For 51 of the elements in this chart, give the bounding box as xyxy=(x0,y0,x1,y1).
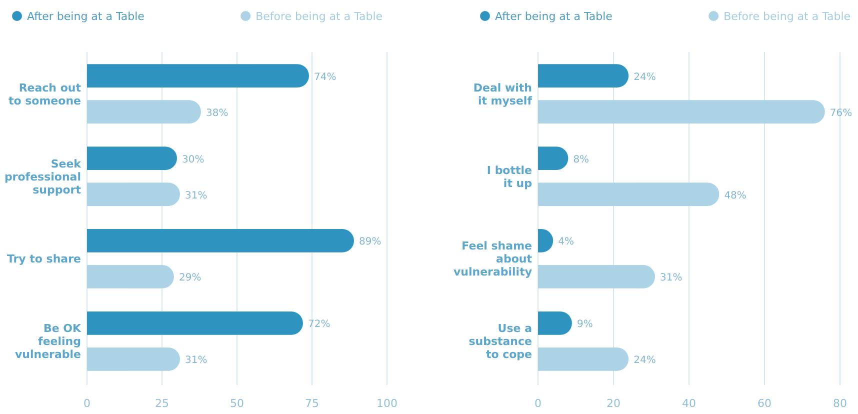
data-label: 89% xyxy=(359,236,382,248)
bar xyxy=(538,100,825,124)
data-label: 24% xyxy=(634,72,656,83)
legend-label: After being at a Table xyxy=(495,10,613,23)
data-label: 48% xyxy=(724,190,746,202)
y-tick-label: I bottle it up xyxy=(486,164,532,190)
bar xyxy=(538,265,655,288)
y-tick-label: Be OK feeling vulnerable xyxy=(14,322,82,362)
data-label: 76% xyxy=(830,108,852,119)
data-label: 72% xyxy=(308,319,330,330)
bar xyxy=(538,347,629,371)
bar xyxy=(87,64,309,88)
data-label: 31% xyxy=(660,272,682,284)
x-tick-label: 25 xyxy=(155,397,169,410)
x-tick-label: 100 xyxy=(376,397,398,410)
data-label: 24% xyxy=(634,355,656,366)
y-tick-label: Deal with it myself xyxy=(473,81,532,108)
data-label: 31% xyxy=(185,190,208,202)
bar xyxy=(87,312,303,335)
bar xyxy=(87,146,177,170)
data-label: 29% xyxy=(179,272,202,284)
data-label: 30% xyxy=(182,154,204,166)
x-tick-label: 20 xyxy=(606,397,620,410)
legend-label: Before being at a Table xyxy=(724,10,851,23)
bar xyxy=(87,100,201,124)
y-tick-label: Seek professional support xyxy=(4,157,82,196)
data-label: 9% xyxy=(576,319,593,330)
x-tick-label: 0 xyxy=(84,397,90,410)
bar xyxy=(87,182,180,206)
bar xyxy=(87,229,354,252)
data-label: 74% xyxy=(314,72,336,83)
legend-label: After being at a Table xyxy=(27,10,145,23)
bar xyxy=(87,265,174,288)
data-label: 4% xyxy=(558,236,574,248)
data-label: 8% xyxy=(573,154,590,166)
bar xyxy=(538,64,629,88)
y-tick-label: Reach out to someone xyxy=(8,81,81,108)
legend-label: Before being at a Table xyxy=(256,10,383,23)
x-tick-label: 0 xyxy=(534,397,542,410)
x-tick-label: 50 xyxy=(230,397,244,410)
data-label: 38% xyxy=(206,108,228,119)
bar xyxy=(87,347,180,371)
x-tick-label: 75 xyxy=(305,397,319,410)
y-tick-label: Use a substance to cope xyxy=(468,322,532,362)
y-tick-label: Try to share xyxy=(6,252,81,266)
x-tick-label: 80 xyxy=(833,397,847,410)
x-tick-label: 40 xyxy=(682,397,696,410)
bar xyxy=(538,182,720,206)
data-label: 31% xyxy=(185,355,208,366)
x-tick-label: 60 xyxy=(758,397,772,410)
y-tick-label: Feel shame about vulnerability xyxy=(453,240,532,279)
